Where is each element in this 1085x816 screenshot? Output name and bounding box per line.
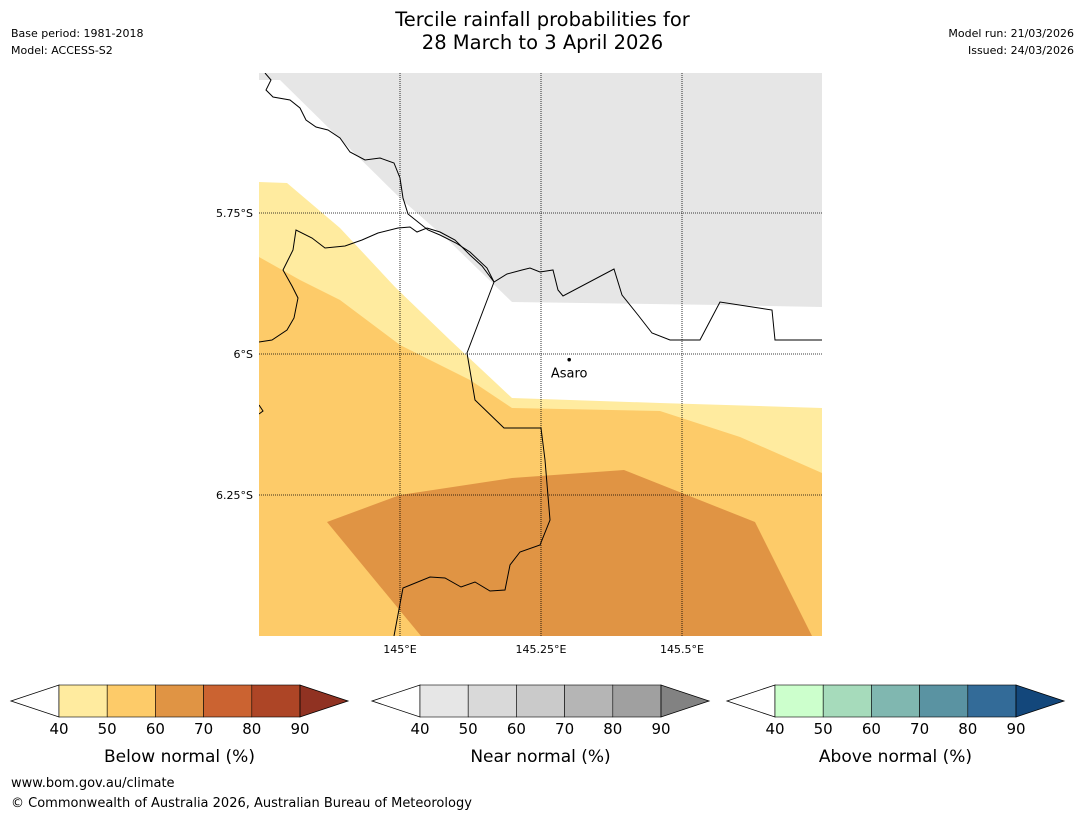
colorbar-tick-label: 60 <box>507 720 526 738</box>
colorbar-segment <box>564 684 614 718</box>
province-border-edge <box>259 404 264 415</box>
chart-title: Tercile rainfall probabilities for 28 Ma… <box>0 8 1085 54</box>
issued-label: Issued: 24/03/2026 <box>967 44 1074 57</box>
colorbar-segment <box>871 684 920 718</box>
lon-label-145-25: 145.25°E <box>516 643 567 656</box>
colorbar-below-normal: 40 50 60 70 80 90 Below normal (%) <box>9 684 350 767</box>
colorbar-segment <box>203 684 253 718</box>
colorbar-segment <box>967 684 1017 718</box>
meta-left: Base period: 1981-2018 Model: ACCESS-S2 <box>11 25 143 59</box>
province-border-west <box>259 226 495 343</box>
colorbar-tick-label: 50 <box>814 720 833 738</box>
footer-copyright: © Commonwealth of Australia 2026, Austra… <box>11 796 472 811</box>
colorbars: 40 50 60 70 80 90 Below normal (%) 40 50 60 70 80 9… <box>9 684 1066 767</box>
colorbar-tick-label: 40 <box>410 720 429 738</box>
colorbar-tick-label: 60 <box>146 720 165 738</box>
colorbar-segment <box>419 684 469 718</box>
footer: www.bom.gov.au/climate © Commonwealth of… <box>11 774 472 814</box>
colorbar-tick-label: 60 <box>862 720 881 738</box>
meta-right: Model run: 21/03/2026 Issued: 24/03/2026 <box>948 25 1074 59</box>
colorbar-tick-label: 90 <box>1006 720 1025 738</box>
map: Asaro 145°E 145.25°E 145.5°E 5.75°S 6°S … <box>216 73 822 656</box>
colorbar-segment <box>106 684 156 718</box>
colorbar-segment <box>251 684 301 718</box>
province-border-central <box>393 281 551 636</box>
colorbar-under-arrow <box>9 684 60 718</box>
borders <box>259 73 822 636</box>
colorbar-tick-label: 50 <box>98 720 117 738</box>
colorbar-tick-label: 50 <box>459 720 478 738</box>
coastline-path <box>264 73 822 341</box>
colorbar-tick-label: 70 <box>910 720 929 738</box>
colorbar-tick-label: 80 <box>603 720 622 738</box>
lon-label-145-5: 145.5°E <box>660 643 704 656</box>
colorbar-tick-label: 90 <box>651 720 670 738</box>
colorbar-segment <box>774 684 824 718</box>
colorbar-segment <box>467 684 517 718</box>
map-plot-area <box>259 73 822 636</box>
base-period-label: Base period: 1981-2018 <box>11 27 144 40</box>
colorbar-over-arrow <box>1015 684 1066 718</box>
colorbar-segment <box>822 684 872 718</box>
lat-label-6-25: 6.25°S <box>216 489 253 502</box>
colorbar-near-normal: 40 50 60 70 80 90 Near normal (%) <box>370 684 711 767</box>
title-line-2: 28 March to 3 April 2026 <box>421 31 664 54</box>
colorbar-segment <box>155 684 204 718</box>
lon-label-145: 145°E <box>383 643 416 656</box>
colorbar-segment <box>919 684 969 718</box>
colorbar-tick-label: 70 <box>194 720 213 738</box>
title-line-1: Tercile rainfall probabilities for <box>395 8 690 31</box>
asaro-marker <box>567 357 571 362</box>
colorbar-over-arrow <box>299 684 350 718</box>
colorbar-under-arrow <box>725 684 776 718</box>
footer-url[interactable]: www.bom.gov.au/climate <box>11 776 175 791</box>
colorbar-tick-label: 80 <box>242 720 261 738</box>
colorbar-title: Above normal (%) <box>819 747 972 767</box>
colorbar-tick-label: 80 <box>958 720 977 738</box>
colorbar-tick-label: 90 <box>290 720 309 738</box>
below-normal-60-region <box>327 470 812 636</box>
asaro-label: Asaro <box>551 367 588 382</box>
colorbar-tick-label: 40 <box>49 720 68 738</box>
colorbar-tick-label: 40 <box>765 720 784 738</box>
colorbar-title: Below normal (%) <box>104 747 255 767</box>
model-run-label: Model run: 21/03/2026 <box>948 27 1074 40</box>
lat-label-5-75: 5.75°S <box>216 207 253 220</box>
colorbar-segment <box>516 684 565 718</box>
colorbar-over-arrow <box>660 684 711 718</box>
colorbar-above-normal: 40 50 60 70 80 90 Above normal (%) <box>725 684 1066 767</box>
colorbar-segment <box>612 684 662 718</box>
colorbar-segment <box>58 684 108 718</box>
colorbar-under-arrow <box>370 684 421 718</box>
colorbar-tick-label: 70 <box>555 720 574 738</box>
lat-label-6: 6°S <box>234 348 253 361</box>
model-label: Model: ACCESS-S2 <box>11 44 113 57</box>
colorbar-title: Near normal (%) <box>470 747 610 767</box>
